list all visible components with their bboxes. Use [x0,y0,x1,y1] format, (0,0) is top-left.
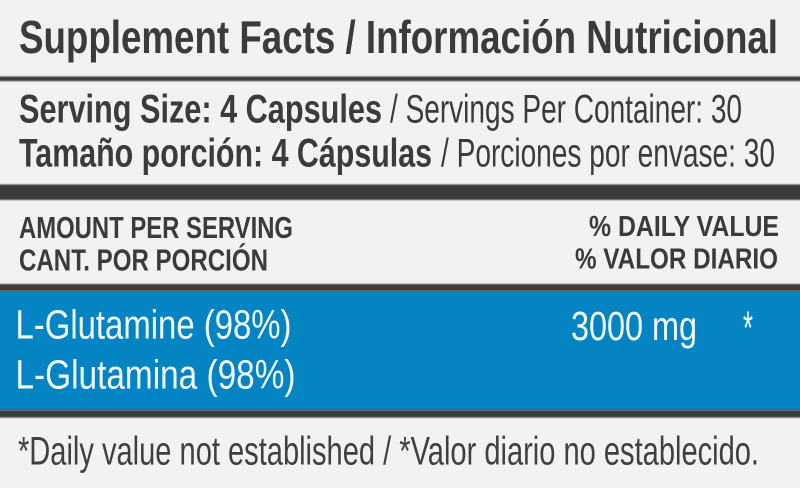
svg-text:/ Servings Per Container: 30: / Servings Per Container: 30 [390,87,742,131]
svg-text:% VALOR DIARIO: % VALOR DIARIO [575,244,778,276]
svg-text:*: * [743,301,753,354]
svg-text:L-Glutamine (98%): L-Glutamine (98%) [16,301,292,347]
svg-text:Tamaño porción: 4 Cápsulas: Tamaño porción: 4 Cápsulas [19,131,432,175]
svg-text:% DAILY VALUE: % DAILY VALUE [589,211,779,243]
svg-text:AMOUNT PER SERVING: AMOUNT PER SERVING [19,210,293,245]
svg-text:*Daily value not established /: *Daily value not established / *Valor di… [18,430,759,474]
svg-text:Supplement Facts / Información: Supplement Facts / Información Nutricion… [19,11,778,63]
svg-text:L-Glutamina (98%): L-Glutamina (98%) [16,352,296,398]
svg-text:CANT. POR PORCIÓN: CANT. POR PORCIÓN [19,242,268,278]
svg-text:3000 mg: 3000 mg [571,303,697,349]
svg-text:/ Porciones por envase: 30: / Porciones por envase: 30 [441,131,775,175]
svg-text:Serving Size: 4 Capsules: Serving Size: 4 Capsules [19,87,382,131]
